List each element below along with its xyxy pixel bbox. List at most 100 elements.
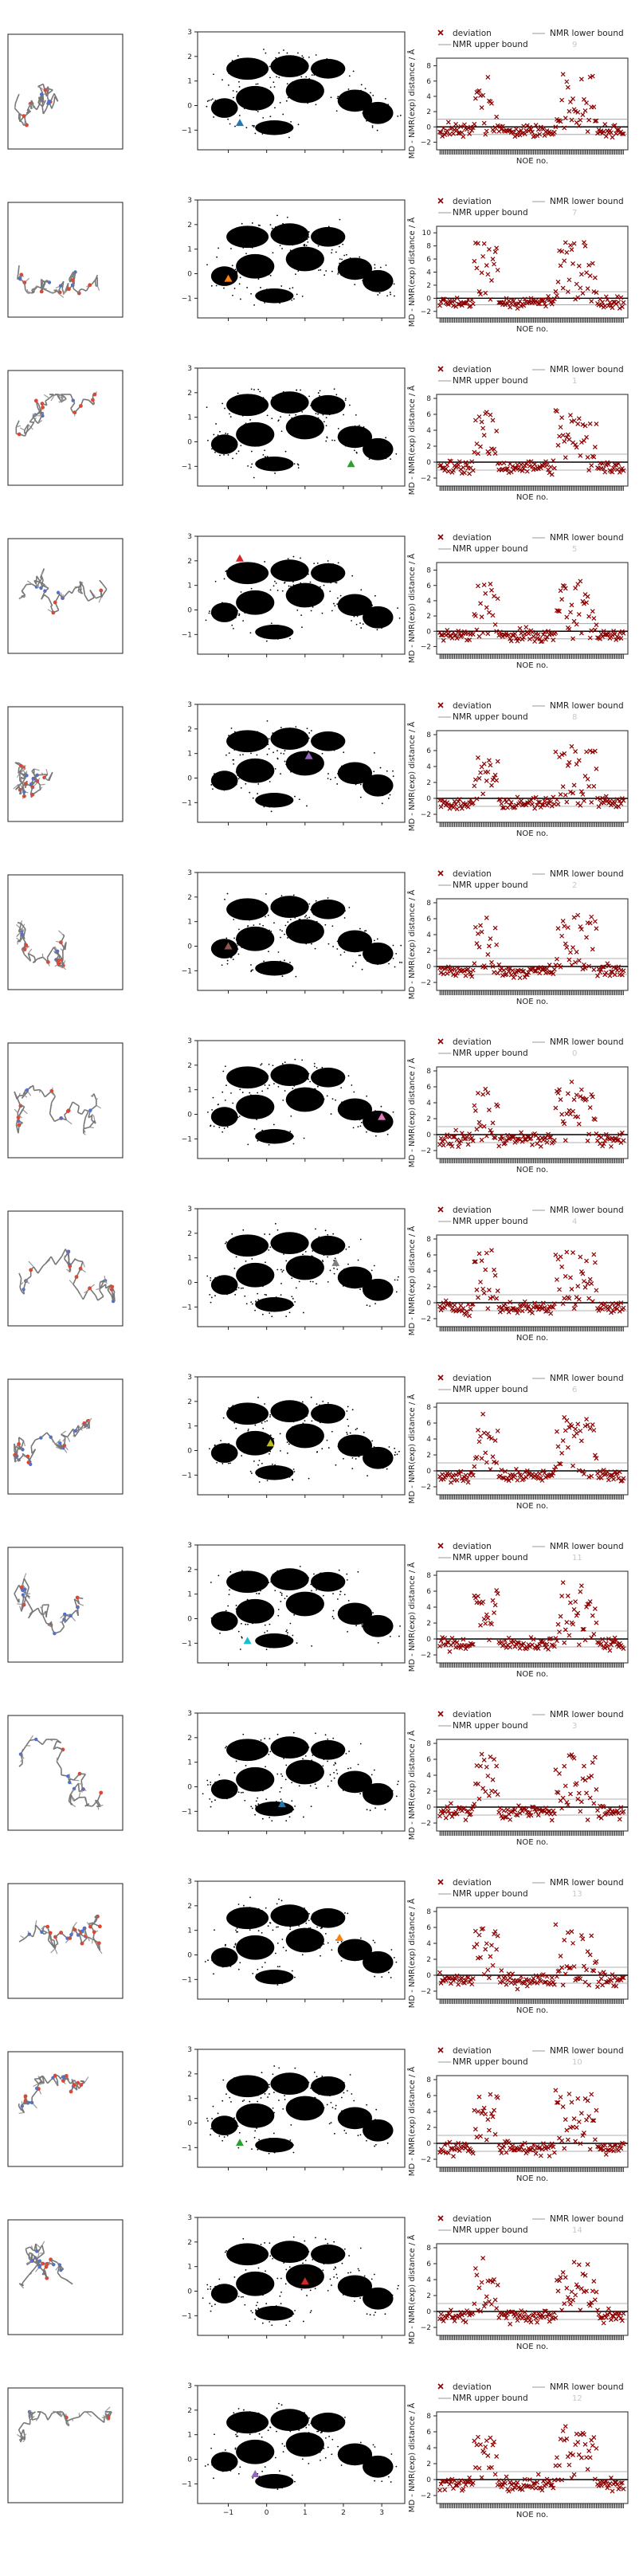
deviation-marker (470, 632, 476, 637)
scatter-point (253, 901, 256, 904)
scatter-point (264, 232, 266, 233)
scatter-point (257, 1095, 259, 1097)
scatter-point (374, 285, 376, 287)
scatter-point (233, 112, 235, 114)
scatter-point (386, 959, 388, 961)
scatter-point (280, 896, 282, 899)
scatter-point (242, 567, 245, 568)
scatter-point (269, 929, 270, 931)
scatter-point (388, 112, 390, 115)
scatter-point (328, 1083, 331, 1084)
bond (62, 289, 69, 296)
deviation-marker (610, 135, 615, 140)
scatter-point (377, 963, 378, 966)
scatter-point (233, 627, 234, 629)
scatter-point (308, 773, 311, 775)
bond (37, 94, 42, 104)
density-blob (255, 120, 294, 135)
scatter-point (288, 587, 291, 590)
density-blob (210, 939, 238, 959)
scatter-point (333, 244, 335, 246)
scatter-point (306, 398, 308, 401)
deviation-marker (602, 122, 608, 127)
scatter-point (232, 70, 234, 72)
scatter-point (217, 434, 219, 437)
scatter-point (243, 1080, 245, 1083)
scatter-point (305, 943, 308, 945)
scatter-point (256, 1119, 258, 1120)
scatter-point (233, 288, 236, 289)
scatter-point (225, 770, 228, 773)
deviation-marker (586, 468, 592, 473)
scatter-point (335, 575, 337, 578)
bond (46, 96, 49, 100)
scatter-point (293, 911, 296, 912)
scatter-point (383, 961, 386, 963)
scatter-point (374, 264, 376, 266)
deviation-marker (578, 285, 583, 291)
scatter-point (307, 241, 309, 243)
deviation-marker (575, 295, 581, 300)
noe-x-label: NOE no. (516, 493, 548, 502)
scatter-point (331, 925, 334, 927)
scatter-point (261, 1129, 264, 1131)
scatter-point (385, 437, 387, 439)
scatter-point (220, 1117, 222, 1119)
deviation-marker (485, 449, 491, 454)
scatter-point (269, 116, 272, 118)
deviation-marker (568, 242, 573, 248)
scatter-point (285, 1078, 287, 1080)
bond (45, 88, 47, 91)
scatter-point (210, 1124, 212, 1127)
scatter-point (242, 66, 245, 69)
scatter-point (226, 1126, 229, 1128)
scatter-point (250, 927, 253, 930)
deviation-marker (621, 131, 626, 136)
scatter-point (257, 970, 260, 971)
scatter-point (225, 955, 227, 958)
scatter-point (259, 627, 261, 629)
scatter-point (225, 272, 227, 275)
deviation-marker (461, 134, 466, 139)
scatter-point (306, 917, 308, 919)
noe-y-tick-label: 6 (426, 411, 431, 419)
scatter-point (225, 433, 227, 434)
scatter-point (237, 944, 239, 946)
scatter-point (337, 272, 339, 275)
scatter-point (343, 237, 345, 240)
scatter-point (355, 452, 358, 454)
scatter-point (298, 261, 300, 263)
bond (84, 594, 89, 602)
scatter-point (367, 1123, 368, 1126)
scatter-point (327, 237, 330, 239)
scatter-point (206, 406, 208, 409)
scatter-point (343, 751, 345, 754)
scatter-point (292, 402, 295, 405)
noe-y-tick-label: 0 (426, 124, 431, 131)
deviation-marker (576, 416, 582, 421)
scatter-point (240, 575, 242, 577)
scatter-point (331, 578, 334, 579)
scatter-point (299, 932, 301, 934)
noe-y-tick-label: −2 (421, 308, 431, 316)
scatter-point (219, 615, 222, 618)
scatter-point (275, 57, 277, 59)
scatter-point (238, 928, 240, 931)
scatter-point (253, 942, 254, 943)
scatter-point (316, 925, 318, 927)
scatter-point (322, 414, 324, 416)
deviation-marker (585, 129, 590, 135)
scatter-point (392, 1111, 394, 1113)
scatter-point (251, 124, 253, 127)
scatter-point (292, 1143, 295, 1145)
scatter-point (344, 910, 346, 912)
scatter-point (262, 397, 265, 399)
scatter-point (222, 444, 225, 446)
scatter-point (224, 950, 226, 952)
scatter-point (232, 104, 234, 107)
deviation-marker (551, 296, 557, 302)
deviation-marker (445, 120, 451, 125)
scatter-point (240, 764, 242, 767)
scatter-point (240, 787, 242, 789)
